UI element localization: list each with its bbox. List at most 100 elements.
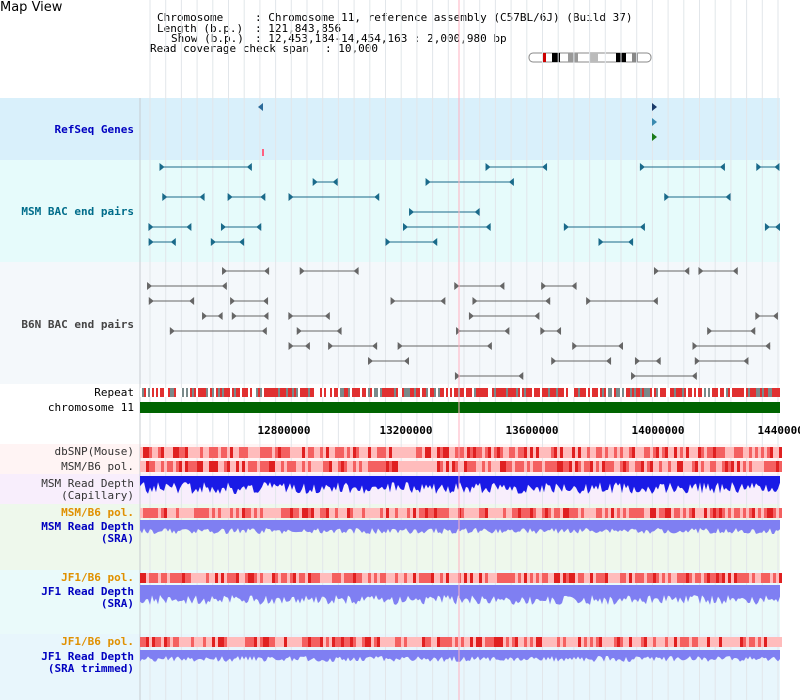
polymorphism-cell bbox=[593, 573, 596, 583]
polymorphism-cell bbox=[254, 637, 257, 647]
polymorphism-cell bbox=[560, 508, 563, 518]
polymorphism-cell bbox=[716, 461, 719, 472]
repeat-segment bbox=[274, 388, 276, 397]
polymorphism-cell bbox=[668, 508, 671, 518]
track-label-msm-b6-pol-1[interactable]: MSM/B6 pol. bbox=[61, 460, 134, 473]
polymorphism-cell bbox=[425, 573, 428, 583]
polymorphism-cell bbox=[755, 447, 758, 458]
repeat-segment bbox=[726, 388, 728, 397]
polymorphism-cell bbox=[554, 573, 557, 583]
polymorphism-cell bbox=[470, 508, 473, 518]
polymorphism-cell bbox=[197, 461, 200, 472]
polymorphism-cell bbox=[341, 461, 344, 472]
polymorphism-cell bbox=[293, 461, 296, 472]
polymorphism-cell bbox=[473, 637, 476, 647]
polymorphism-cell bbox=[437, 508, 440, 518]
polymorphism-cell bbox=[269, 508, 272, 518]
polymorphism-cell bbox=[323, 461, 326, 472]
track-label-repeat[interactable]: Repeat bbox=[94, 386, 134, 399]
track-label-msm-b6-pol-2[interactable]: MSM/B6 pol. bbox=[61, 506, 134, 519]
polymorphism-cell bbox=[233, 573, 236, 583]
bac-end-arrow bbox=[691, 372, 697, 380]
repeat-segment bbox=[286, 388, 288, 397]
polymorphism-cell bbox=[560, 461, 563, 472]
repeat-segment bbox=[390, 388, 392, 397]
polymorphism-cell bbox=[449, 573, 452, 583]
track-label-msm-depth-cap[interactable]: MSM Read Depth bbox=[41, 477, 134, 490]
bac-end-arrow bbox=[263, 312, 269, 320]
track-label-chromosome[interactable]: chromosome 11 bbox=[47, 401, 134, 414]
repeat-segment bbox=[430, 388, 432, 397]
polymorphism-cell bbox=[599, 637, 602, 647]
polymorphism-cell bbox=[269, 637, 272, 647]
polymorphism-cell bbox=[749, 508, 752, 518]
repeat-segment bbox=[550, 388, 552, 397]
repeat-segment bbox=[402, 388, 404, 397]
repeat-segment bbox=[744, 388, 746, 397]
track-label-jf1-b6-pol-2[interactable]: JF1/B6 pol. bbox=[61, 635, 134, 648]
polymorphism-cell bbox=[644, 461, 647, 472]
polymorphism-cell bbox=[437, 573, 440, 583]
repeat-segment bbox=[482, 388, 484, 397]
track-label-jf1-depth-trim[interactable]: JF1 Read Depth bbox=[41, 650, 134, 663]
polymorphism-cell bbox=[179, 447, 182, 458]
polymorphism-cell bbox=[758, 637, 761, 647]
polymorphism-cell bbox=[608, 573, 611, 583]
track-label-msm-depth-sra[interactable]: MSM Read Depth bbox=[41, 520, 134, 533]
polymorphism-cell bbox=[449, 461, 452, 472]
bac-end-arrow bbox=[246, 163, 252, 171]
polymorphism-cell bbox=[443, 573, 446, 583]
polymorphism-cell bbox=[626, 508, 629, 518]
polymorphism-cell bbox=[161, 447, 164, 458]
polymorphism-cell bbox=[332, 461, 335, 472]
polymorphism-cell bbox=[725, 461, 728, 472]
polymorphism-cell bbox=[182, 508, 185, 518]
bac-end-arrow bbox=[148, 297, 154, 305]
repeat-segment bbox=[658, 388, 660, 397]
polymorphism-cell bbox=[743, 573, 746, 583]
polymorphism-cell bbox=[623, 637, 626, 647]
polymorphism-cell bbox=[716, 447, 719, 458]
polymorphism-cell bbox=[269, 573, 272, 583]
repeat-segment bbox=[300, 388, 302, 397]
track-label-dbsnp[interactable]: dbSNP(Mouse) bbox=[54, 445, 134, 458]
polymorphism-cell bbox=[515, 461, 518, 472]
bac-end-arrow bbox=[545, 297, 551, 305]
polymorphism-cell bbox=[692, 637, 695, 647]
polymorphism-cell bbox=[752, 447, 755, 458]
repeat-segment bbox=[512, 388, 514, 397]
repeat-segment bbox=[670, 388, 672, 397]
polymorphism-cell bbox=[743, 447, 746, 458]
track-label-jf1-b6-pol-1[interactable]: JF1/B6 pol. bbox=[61, 571, 134, 584]
repeat-segment bbox=[194, 388, 196, 397]
polymorphism-cell bbox=[548, 573, 551, 583]
polymorphism-cell bbox=[392, 461, 395, 472]
polymorphism-cell bbox=[596, 573, 599, 583]
repeat-segment bbox=[150, 388, 152, 397]
polymorphism-cell bbox=[527, 461, 530, 472]
polymorphism-cell bbox=[239, 447, 242, 458]
polymorphism-cell bbox=[689, 447, 692, 458]
polymorphism-cell bbox=[275, 461, 278, 472]
polymorphism-cell bbox=[488, 447, 491, 458]
repeat-segment bbox=[534, 388, 536, 397]
repeat-segment bbox=[264, 388, 266, 397]
bac-end-arrow bbox=[694, 357, 700, 365]
bac-end-arrow bbox=[732, 267, 738, 275]
track-label-b6n-bac[interactable]: B6N BAC end pairs bbox=[21, 318, 134, 331]
polymorphism-cell bbox=[473, 447, 476, 458]
bac-end-arrow bbox=[764, 223, 770, 231]
polymorphism-cell bbox=[218, 461, 221, 472]
polymorphism-cell bbox=[650, 461, 653, 472]
polymorphism-cell bbox=[704, 637, 707, 647]
track-label-refseq[interactable]: RefSeq Genes bbox=[54, 123, 134, 136]
track-label-msm-bac[interactable]: MSM BAC end pairs bbox=[21, 205, 134, 218]
polymorphism-cell bbox=[254, 461, 257, 472]
polymorphism-cell bbox=[488, 573, 491, 583]
track-label-jf1-depth-sra[interactable]: JF1 Read Depth bbox=[41, 585, 134, 598]
polymorphism-cell bbox=[479, 637, 482, 647]
polymorphism-cell bbox=[674, 508, 677, 518]
polymorphism-cell bbox=[710, 461, 713, 472]
repeat-segment bbox=[174, 388, 176, 397]
